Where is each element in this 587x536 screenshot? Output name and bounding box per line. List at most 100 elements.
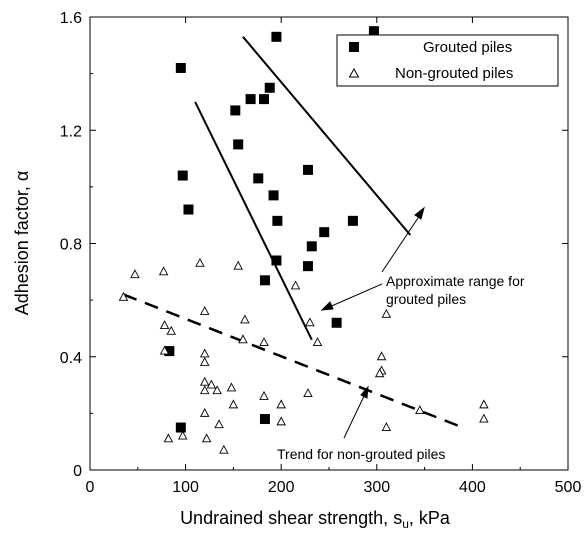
- grouted-point: [368, 26, 379, 37]
- arrow-to-trend: [343, 391, 367, 439]
- grouted-point: [272, 215, 283, 226]
- y-tick-label: 0: [73, 463, 82, 480]
- non-grouted-point: [238, 334, 248, 344]
- non-grouted-point: [201, 433, 212, 443]
- non-grouted-point: [130, 269, 140, 279]
- arrow-head-trend: [360, 385, 369, 399]
- non-grouted-point: [199, 376, 210, 386]
- annotation-grouted-range-line2: grouted piles: [386, 291, 466, 307]
- non-grouted-point: [305, 317, 315, 327]
- non-grouted-point: [479, 399, 489, 409]
- non-grouted-point: [228, 399, 239, 409]
- x-tick-label: 100: [172, 479, 199, 496]
- non-grouted-point: [290, 280, 301, 290]
- grouted-point: [302, 164, 313, 175]
- non-grouted-point: [206, 379, 217, 389]
- arrow-head-lower: [320, 301, 334, 311]
- grouted-point: [258, 94, 269, 105]
- legend-box: [336, 34, 559, 87]
- grouted-point: [306, 241, 317, 252]
- x-axis-label: Undrained shear strength, su, kPa: [180, 508, 451, 531]
- non-grouted-point: [212, 385, 222, 395]
- grouted-point: [331, 317, 342, 328]
- y-tick-label: 0.8: [60, 237, 82, 254]
- x-tick-label: 200: [268, 479, 295, 496]
- grouted-point: [347, 215, 358, 226]
- grouted-point: [259, 275, 270, 286]
- legend-grouted-marker: [349, 42, 359, 52]
- x-tick-label: 400: [459, 479, 486, 496]
- arrow-to-lower-bound: [326, 283, 383, 309]
- non-grouted-point: [303, 388, 313, 398]
- grouted-point: [164, 346, 175, 357]
- grouted-point: [245, 94, 256, 105]
- grouted-point: [177, 170, 188, 181]
- annotation-grouted-range-line1: Approximate range for: [386, 273, 525, 289]
- non-grouted-point: [166, 325, 177, 335]
- grouted-point: [230, 105, 241, 116]
- grouted-point: [302, 261, 313, 272]
- grouted-point: [319, 227, 330, 238]
- non-grouted-point: [163, 433, 174, 443]
- legend-grouted-label: Grouted piles: [423, 39, 512, 56]
- non-grouted-point: [376, 351, 387, 361]
- non-grouted-point: [159, 320, 170, 330]
- non-grouted-point: [195, 257, 205, 267]
- arrow-to-upper-bound: [381, 211, 423, 273]
- grouted-point: [271, 31, 282, 42]
- non-grouted-point: [259, 390, 269, 400]
- non-grouted-point: [259, 337, 269, 347]
- grouted-lower-bound-line: [194, 101, 313, 341]
- grouted-point: [264, 82, 275, 93]
- non-grouted-point: [199, 348, 210, 358]
- non-grouted-point: [415, 405, 425, 414]
- legend: Grouted piles Non-grouted piles: [336, 34, 559, 87]
- non-grouted-point: [233, 260, 243, 270]
- non-grouted-point: [381, 422, 392, 431]
- arrow-head-upper: [414, 206, 425, 220]
- non-grouted-point: [214, 419, 224, 429]
- y-tick-label: 0.4: [60, 350, 82, 367]
- non-grouted-point: [374, 368, 385, 378]
- range-lines: [123, 36, 464, 429]
- non-grouted-point: [312, 337, 323, 347]
- non-grouted-point: [479, 413, 489, 423]
- legend-nongrouted-label: Non-grouted piles: [395, 65, 513, 82]
- y-axis-label: Adhesion factor, α: [12, 171, 32, 316]
- grouted-point: [175, 422, 186, 433]
- non-grouted-trend-line: [123, 293, 464, 429]
- non-grouted-point: [199, 305, 210, 315]
- grouted-upper-bound-line: [242, 36, 412, 236]
- non-grouted-point: [199, 407, 210, 417]
- non-grouted-point: [276, 416, 286, 426]
- grouted-point: [175, 62, 186, 73]
- y-tick-label: 1.6: [60, 10, 82, 27]
- grouted-point: [259, 414, 270, 425]
- annotation-arrows: [320, 206, 425, 439]
- non-grouted-point: [381, 308, 392, 318]
- legend-nongrouted-marker: [348, 67, 360, 78]
- non-grouted-point: [118, 291, 129, 301]
- non-grouted-point: [177, 430, 188, 440]
- non-grouted-point: [159, 345, 170, 355]
- grouted-point: [253, 173, 264, 184]
- axis-ticks: 0 100 200 300 400 500 0 0.4 0.8 1.2 1.6: [60, 10, 582, 496]
- x-tick-label: 0: [86, 479, 95, 496]
- non-grouted-point: [199, 356, 210, 366]
- grouted-point: [268, 190, 279, 201]
- x-tick-label: 500: [555, 479, 582, 496]
- non-grouted-point: [199, 385, 210, 395]
- non-grouted-point: [276, 399, 286, 409]
- x-tick-label: 300: [363, 479, 390, 496]
- non-grouted-point: [219, 444, 229, 454]
- non-grouted-point: [158, 266, 169, 276]
- y-tick-label: 1.2: [60, 123, 82, 140]
- data-points: [118, 26, 489, 454]
- non-grouted-point: [240, 314, 250, 324]
- non-grouted-point: [226, 382, 237, 392]
- annotation-nongrouted-trend: Trend for non-grouted piles: [277, 446, 445, 462]
- grouted-point: [271, 255, 282, 266]
- grouted-point: [233, 139, 244, 150]
- grouted-point: [183, 204, 194, 215]
